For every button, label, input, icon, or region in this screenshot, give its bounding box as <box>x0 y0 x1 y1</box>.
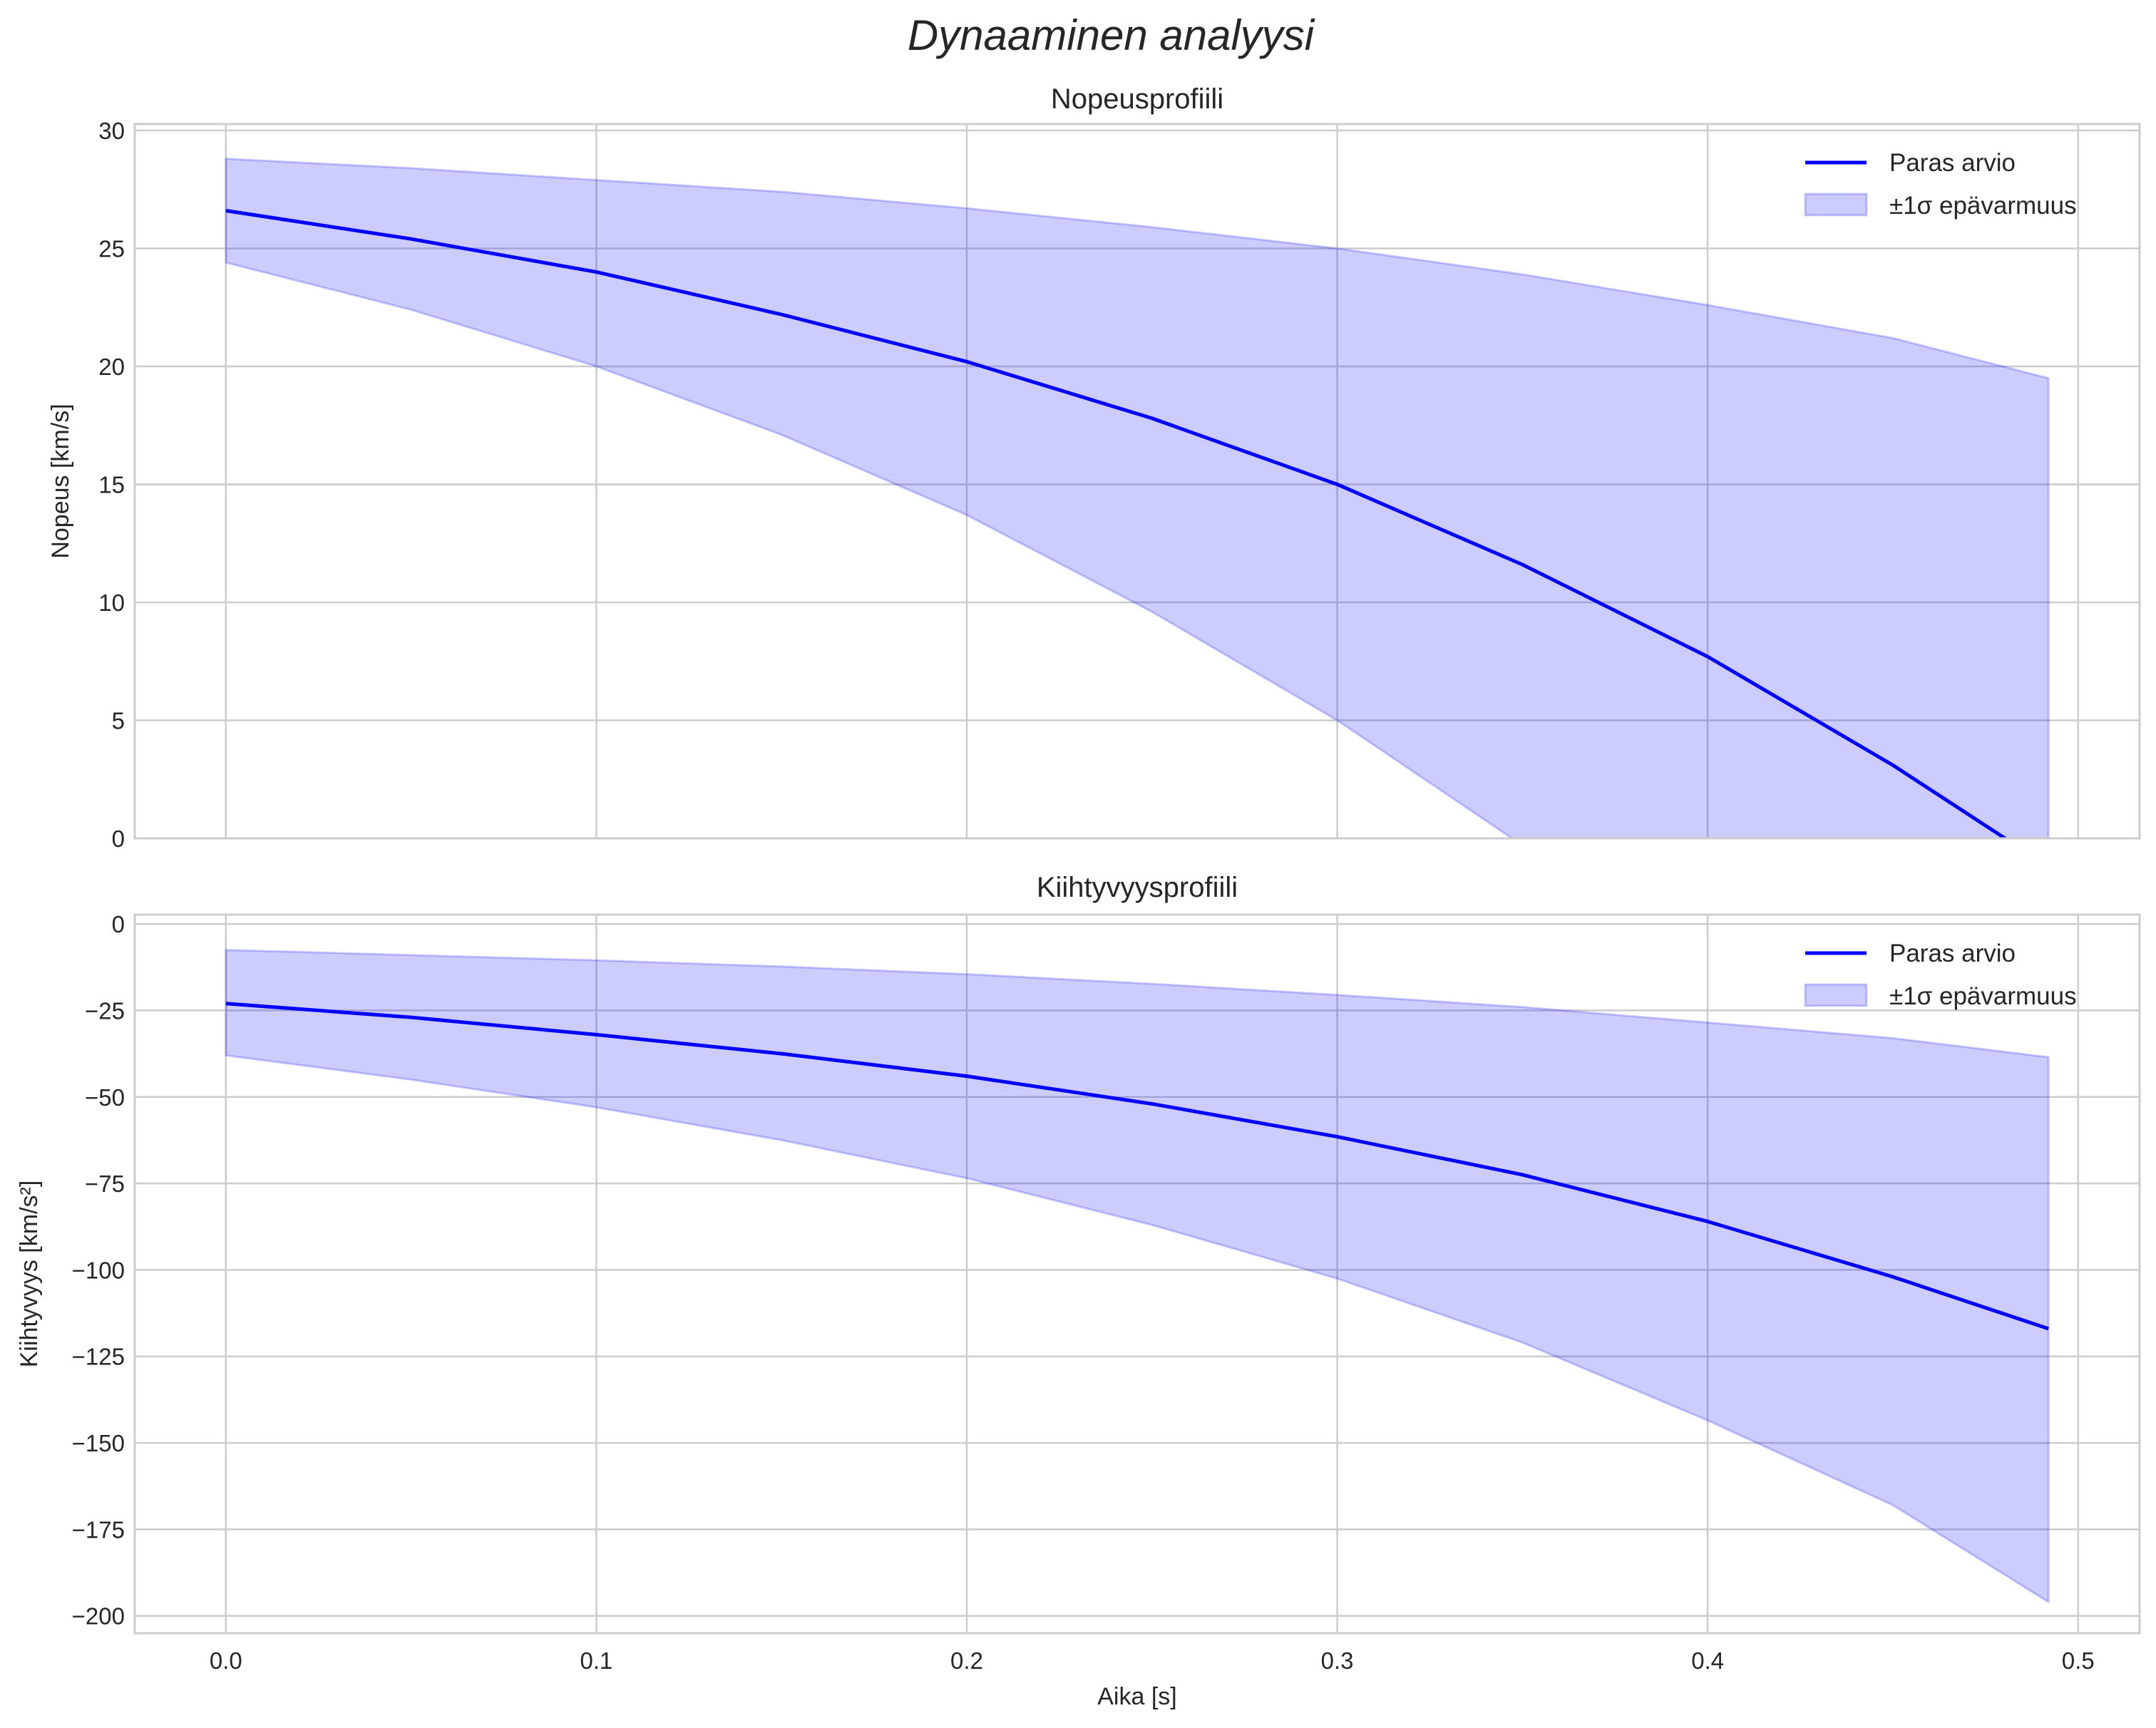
y-tick-label: 0 <box>112 826 125 852</box>
figure-title: Dynaaminen analyysi <box>908 11 1315 59</box>
plot-area <box>225 948 2050 1605</box>
y-tick-label: 20 <box>98 354 125 380</box>
y-tick-label: 5 <box>112 707 125 734</box>
x-axis-label: Aika [s] <box>1097 1683 1176 1710</box>
legend: Paras arvio ±1σ epävarmuus <box>1804 940 2077 1010</box>
x-tick-label: 0.0 <box>210 1647 242 1674</box>
subplot-2: Kiihtyvyysprofiili 0.0 0.1 0.2 0.3 0.4 0.5 0 −25… <box>16 872 2141 1710</box>
legend-label: ±1σ epävarmuus <box>1889 192 2077 220</box>
plot-area <box>225 158 2050 838</box>
y-tick-label: −50 <box>85 1084 125 1111</box>
legend-band-swatch <box>1804 983 1868 1007</box>
legend-label: Paras arvio <box>1889 149 2016 177</box>
x-tick-label: 0.4 <box>1691 1647 1724 1674</box>
axes-frame <box>133 123 2141 840</box>
axes-frame <box>133 913 2141 1635</box>
y-tick-label: −150 <box>72 1430 125 1456</box>
y-tick-label: −175 <box>72 1516 125 1543</box>
y-tick-label: 0 <box>112 911 125 937</box>
y-tick-label: −75 <box>85 1171 125 1197</box>
y-tick-label: 25 <box>98 235 125 262</box>
legend-label: Paras arvio <box>1889 940 2016 967</box>
x-tick-label: 0.2 <box>950 1647 983 1674</box>
y-tick-label: −200 <box>72 1603 125 1630</box>
x-tick-label: 0.1 <box>580 1647 612 1674</box>
x-tick-label: 0.5 <box>2062 1647 2095 1674</box>
y-tick-label: 15 <box>98 471 125 498</box>
y-tick-label: −25 <box>85 997 125 1024</box>
y-tick-label: 10 <box>98 590 125 616</box>
best-estimate-line <box>225 209 2008 838</box>
y-axis-label: Nopeus [km/s] <box>47 403 74 558</box>
subplot-1: Nopeusprofiili 0 5 10 15 20 25 30 Nopeus [km/s] P… <box>47 83 2141 852</box>
y-tick-label: 30 <box>98 118 125 144</box>
uncertainty-band <box>225 158 2050 838</box>
subplot-title: Nopeusprofiili <box>1051 83 1223 115</box>
y-tick-label: −125 <box>72 1344 125 1370</box>
y-axis-label: Kiihtyvyys [km/s²] <box>16 1181 43 1368</box>
uncertainty-band <box>225 948 2050 1605</box>
y-tick-label: −100 <box>72 1257 125 1283</box>
legend-label: ±1σ epävarmuus <box>1889 982 2077 1010</box>
best-estimate-line <box>225 1002 2049 1331</box>
legend-band-swatch <box>1804 192 1868 217</box>
legend: Paras arvio ±1σ epävarmuus <box>1804 149 2077 220</box>
subplot-title: Kiihtyvyysprofiili <box>1037 872 1238 903</box>
x-tick-label: 0.3 <box>1321 1647 1354 1674</box>
